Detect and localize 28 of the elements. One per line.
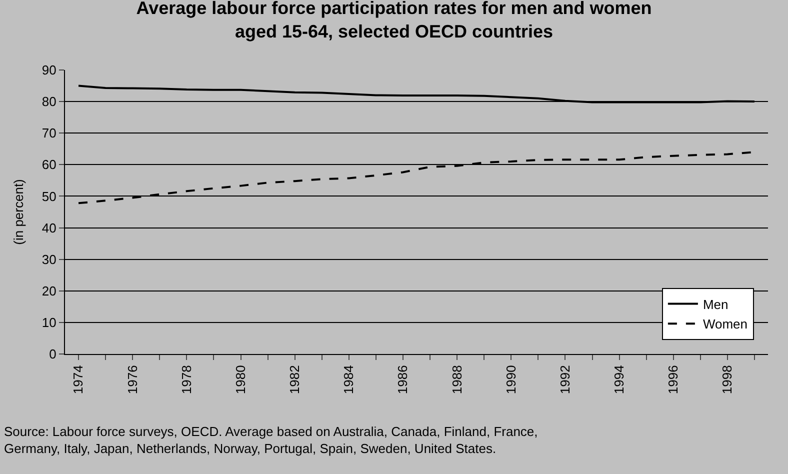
x-tick-label: 1984 [341,365,356,394]
x-tick-label: 1996 [666,365,681,394]
x-tick-label: 1994 [612,365,627,394]
x-tick-label: 1976 [124,365,140,394]
x-tick-label: 1998 [720,365,735,394]
x-tick-label: 1988 [449,365,464,394]
x-tick-label: 1992 [557,365,572,394]
x-tick-label: 1986 [395,365,410,394]
legend-label: Men [702,296,728,312]
y-tick-label: 0 [49,346,56,362]
y-tick-label: 50 [42,188,56,204]
y-axis-title: (in percent) [10,179,26,245]
source-note: Source: Labour force surveys, OECD. Average based on Australia, Canada, Finland, France, Germany, Italy, Japan, Netherlands, Norway, Portugal, Spain, Sweden, United States. [4,424,538,456]
y-tick-label: 90 [42,62,56,78]
y-tick-label: 30 [42,252,56,267]
y-tick-label: 80 [42,94,56,110]
x-tick-label: 1982 [287,365,302,394]
x-tick-label: 1980 [232,365,248,394]
x-tick-label: 1990 [503,365,518,394]
x-tick-label: 1978 [178,365,194,394]
y-tick-label: 60 [42,157,56,172]
x-tick-label: 1974 [70,365,86,394]
y-tick-label: 10 [42,314,56,330]
chart-title: Average labour force participation rates for men and women aged 15-64, selected OECD countries [136,0,652,42]
y-tick-label: 20 [42,283,56,298]
legend-label: Women [702,316,748,332]
y-tick-label: 70 [42,126,56,141]
y-tick-label: 40 [42,220,56,236]
